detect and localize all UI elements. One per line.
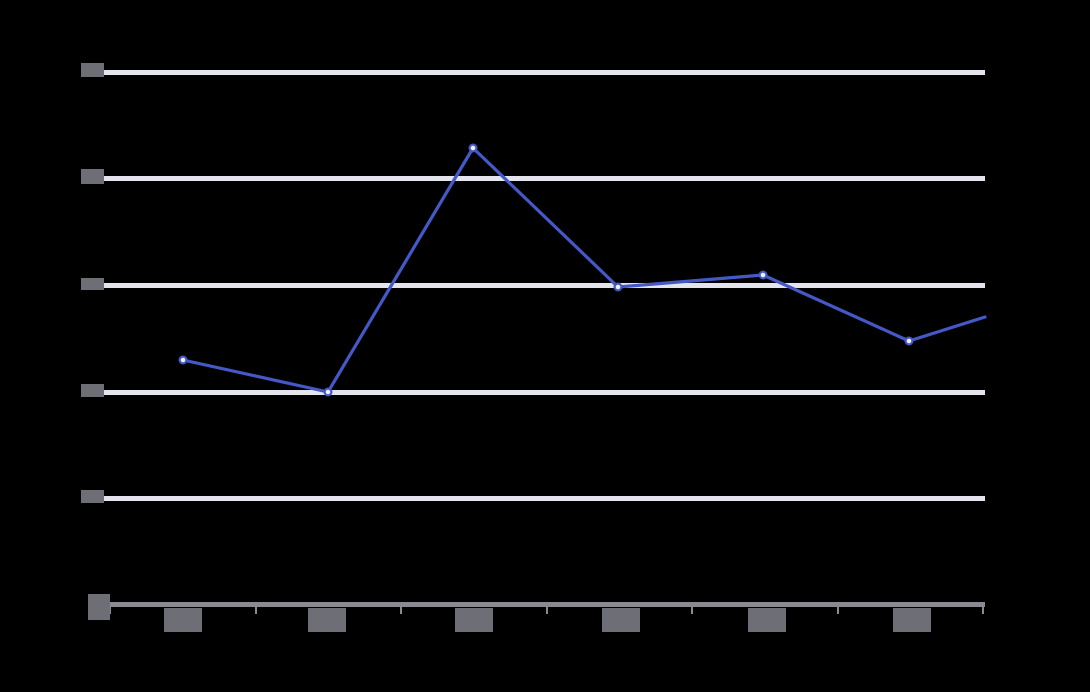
gridline-4 (100, 390, 985, 395)
x-axis-tick-mark-5 (691, 607, 693, 614)
data-point-marker-1[interactable] (178, 355, 188, 365)
x-axis-tick-label-6 (893, 608, 931, 632)
origin-axis-label (88, 594, 110, 620)
data-point-marker-2[interactable] (323, 387, 333, 397)
data-point-marker-6[interactable] (904, 336, 914, 346)
y-axis-tick-label-2 (81, 169, 104, 184)
x-axis-tick-mark-2 (255, 607, 257, 614)
x-axis-tick-label-2 (308, 608, 346, 632)
y-axis-tick-label-3 (81, 278, 104, 290)
x-axis-tick-mark-6 (837, 607, 839, 614)
x-axis-tick-label-3 (455, 608, 493, 632)
x-axis-tick-mark-1 (109, 607, 111, 614)
data-point-marker-3[interactable] (468, 143, 478, 153)
gridline-1 (100, 70, 985, 75)
gridline-2 (100, 176, 985, 181)
x-axis-line (95, 602, 985, 607)
y-axis-tick-label-4 (81, 384, 104, 397)
x-axis-tick-label-5 (748, 608, 786, 632)
x-axis-tick-label-1 (164, 608, 202, 632)
y-axis-tick-label-1 (81, 63, 104, 77)
gridline-5 (100, 496, 985, 501)
y-axis-tick-label-5 (81, 490, 104, 503)
data-point-marker-4[interactable] (613, 282, 623, 292)
data-point-marker-5[interactable] (758, 270, 768, 280)
x-axis-tick-mark-4 (546, 607, 548, 614)
x-axis-tick-mark-3 (400, 607, 402, 614)
gridline-3 (100, 283, 985, 288)
x-axis-tick-label-4 (602, 608, 640, 632)
x-axis-tick-mark-7 (982, 607, 984, 614)
series-line-1 (181, 146, 987, 394)
